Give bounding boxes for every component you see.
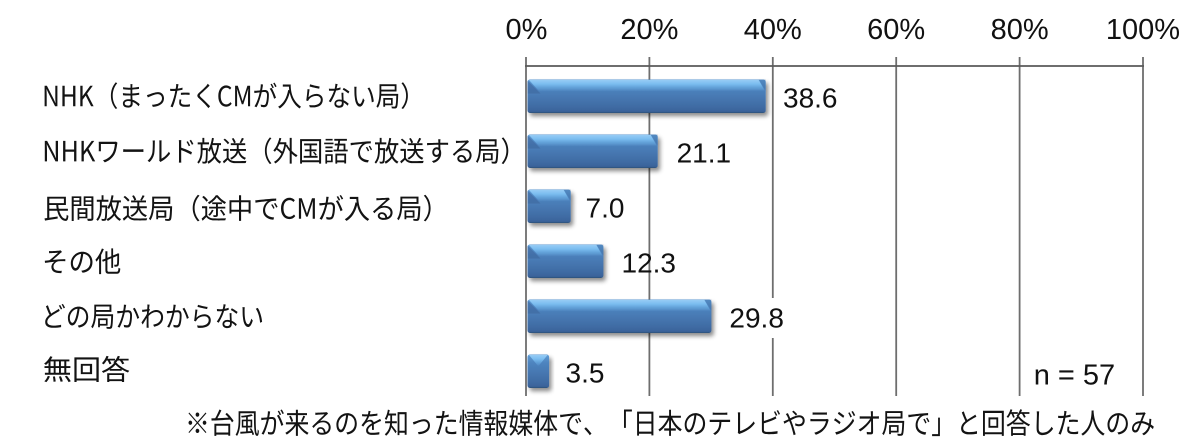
svg-text:n = 57: n = 57 [1034,360,1115,392]
svg-text:12.3: 12.3 [622,248,677,279]
svg-text:38.6: 38.6 [783,83,838,114]
svg-text:7.0: 7.0 [586,193,625,224]
svg-text:60%: 60% [867,14,925,46]
svg-text:20%: 20% [620,14,678,46]
svg-text:29.8: 29.8 [729,303,784,334]
svg-text:21.1: 21.1 [677,138,732,169]
svg-text:100%: 100% [1106,14,1180,46]
svg-text:80%: 80% [991,14,1049,46]
svg-text:3.5: 3.5 [566,358,605,389]
svg-text:40%: 40% [744,14,802,46]
svg-text:0%: 0% [506,14,548,46]
